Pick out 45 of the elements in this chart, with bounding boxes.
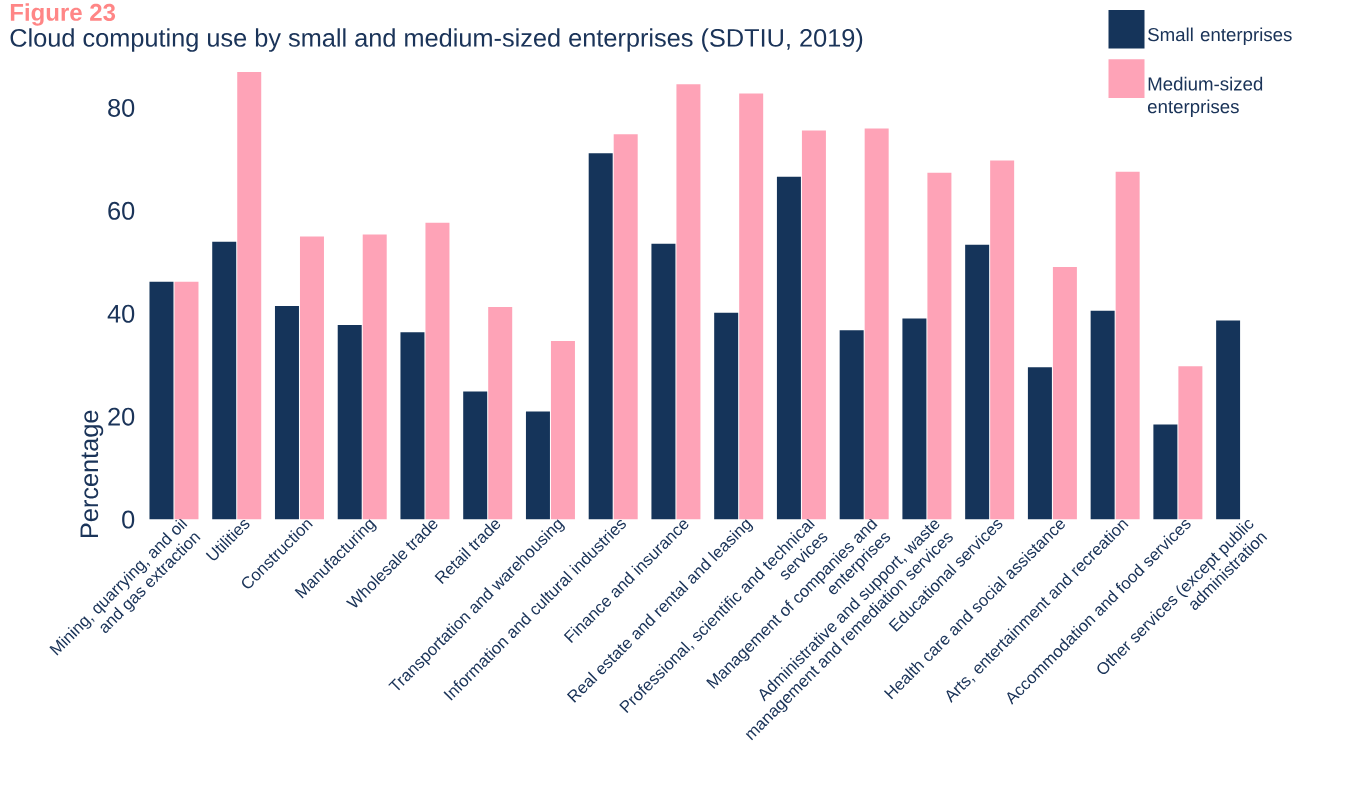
bar — [839, 330, 864, 520]
bar — [1090, 310, 1115, 520]
bar — [274, 306, 299, 520]
y-tick-label: 80 — [108, 98, 135, 117]
bar — [613, 134, 638, 520]
bar — [212, 241, 237, 520]
chart-subtitle: Cloud computing use by small and medium-sized enterprises (SDTIU, 2019) — [10, 28, 863, 52]
bar — [801, 130, 826, 520]
bar — [1153, 424, 1178, 520]
legend-label: Small enterprises — [1148, 27, 1292, 45]
chart-title: Figure 23 — [10, 3, 116, 26]
y-axis-title: Percentage — [80, 410, 104, 538]
bar — [990, 160, 1015, 520]
y-tick-label: 20 — [108, 407, 135, 426]
bar — [714, 312, 739, 520]
y-tick-label: 60 — [108, 201, 135, 220]
bar — [174, 281, 199, 520]
bar — [149, 281, 174, 520]
bar — [337, 325, 362, 520]
bar — [362, 234, 387, 520]
bar — [676, 84, 701, 520]
bar — [299, 236, 324, 520]
bar — [488, 307, 513, 520]
bar — [525, 411, 550, 520]
bar — [965, 244, 990, 520]
bar — [1216, 320, 1241, 520]
bar — [776, 176, 801, 520]
bar — [1178, 366, 1203, 520]
y-tick-label: 40 — [107, 304, 135, 323]
bar — [588, 153, 613, 520]
bar — [1052, 266, 1077, 520]
bar — [550, 341, 575, 520]
y-tick-label: 0 — [122, 510, 135, 529]
bar — [1115, 171, 1140, 520]
bar — [651, 243, 676, 520]
bar — [902, 318, 927, 520]
bar — [1027, 367, 1052, 520]
bar — [927, 172, 952, 520]
bar — [425, 222, 450, 520]
bar — [739, 93, 764, 520]
bar — [400, 332, 425, 520]
bar — [864, 128, 889, 520]
legend-label: Medium-sized enterprises — [1147, 76, 1263, 117]
bar — [463, 391, 488, 520]
bar — [237, 71, 262, 520]
